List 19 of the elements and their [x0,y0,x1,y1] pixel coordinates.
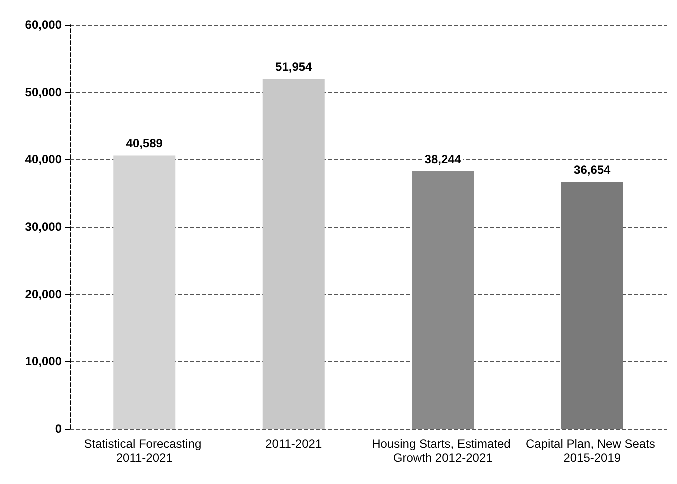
bar [561,182,624,429]
data-label: 51,954 [276,60,313,74]
x-tick-label: Housing Starts, Estimated Growth 2012-2021 [372,437,514,465]
data-label: 36,654 [574,163,612,178]
x-tick-label: Capital Plan, New Seats 2015-2019 [526,437,659,465]
y-tick-label: 50,000 [25,85,62,100]
data-label: 38,244 [424,152,462,166]
x-tick-label: Statistical Forecasting 2011-2021 [84,437,205,465]
y-tick-label: 10,000 [25,354,62,369]
y-tick-label: 60,000 [25,18,62,32]
y-tick-label: 20,000 [25,287,62,302]
bar [114,156,176,429]
data-label: 40,589 [126,136,164,151]
y-tick-label: 0 [55,422,62,436]
y-tick-label: 30,000 [25,220,62,234]
x-tick-label: 2011-2021 [266,437,322,451]
y-tick-label: 40,000 [25,152,62,167]
bar [262,79,325,429]
bar [412,171,474,429]
